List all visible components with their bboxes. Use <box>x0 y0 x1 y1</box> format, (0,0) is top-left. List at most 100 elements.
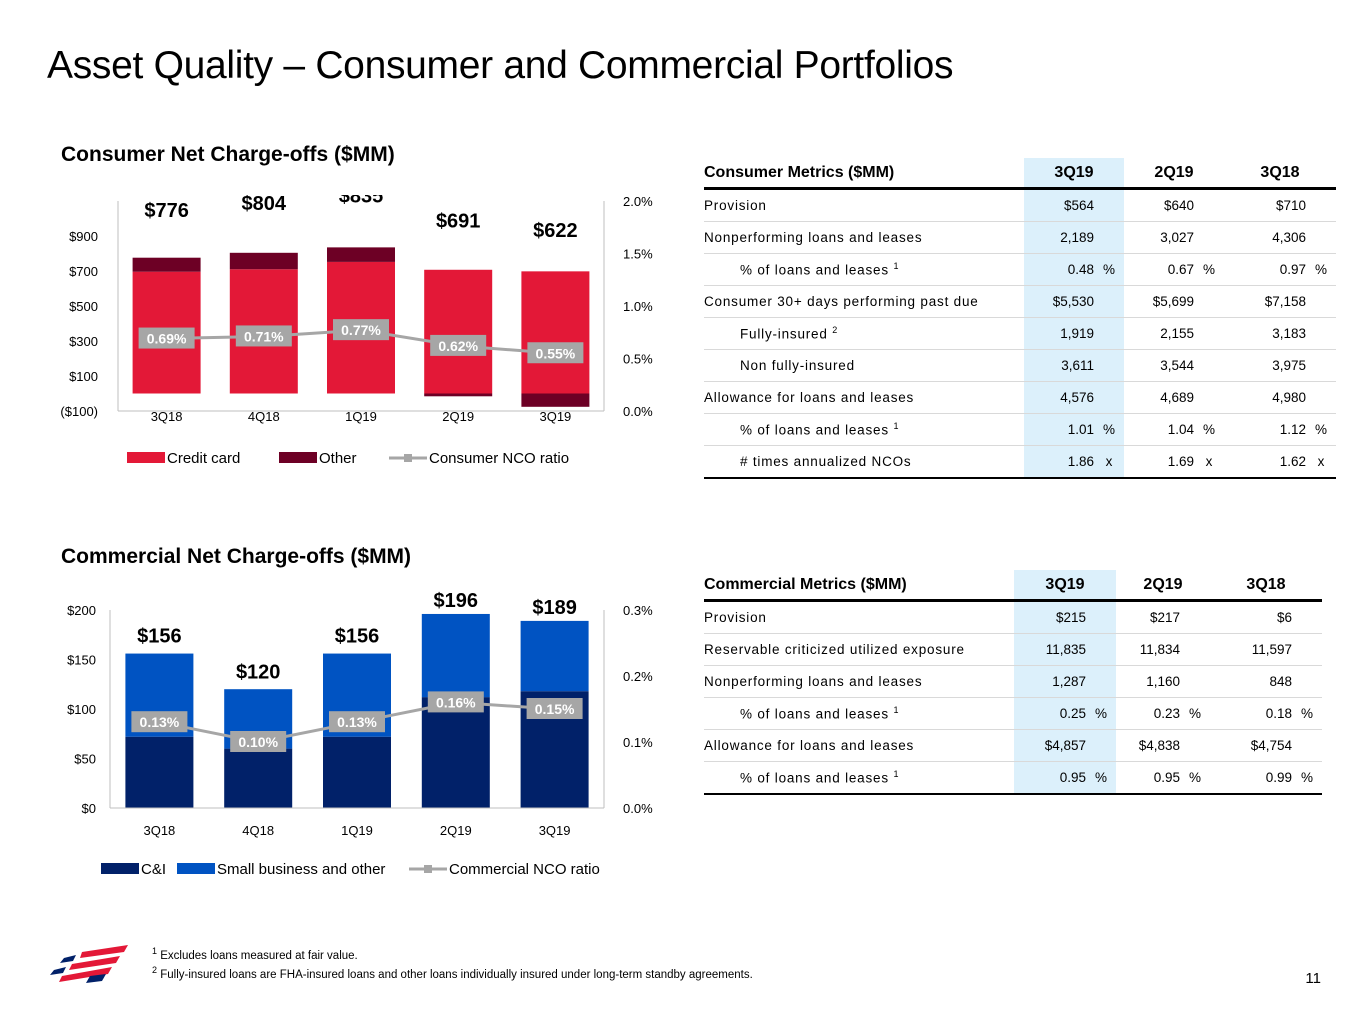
commercial-total-label: $156 <box>137 626 182 648</box>
commercial-bar-c-i-1q19 <box>323 736 391 808</box>
commercial-legend-label: Small business and other <box>217 861 385 878</box>
commercial-table-cell-unit <box>1292 729 1322 762</box>
commercial-table-row: Nonperforming loans and leases 1,287 1,160… <box>704 665 1322 698</box>
commercial-table-row: Reservable criticized utilized exposure 1… <box>704 633 1322 666</box>
consumer-table-row: # times annualized NCOs 1.86 x 1.69 x 1.62 x <box>704 445 1336 479</box>
consumer-table-cell: 3,027 <box>1124 221 1194 254</box>
consumer-table-cell-unit <box>1306 381 1336 414</box>
commercial-x-tick-label: 2Q19 <box>440 823 472 838</box>
consumer-table-cell-unit <box>1094 381 1124 414</box>
commercial-ratio-label-box <box>526 698 583 719</box>
consumer-table-cell: 4,306 <box>1224 221 1306 254</box>
consumer-table-row-label: Consumer 30+ days performing past due <box>704 285 1024 318</box>
consumer-table-cell-unit: x <box>1306 445 1336 479</box>
commercial-y-right-tick: 0.1% <box>623 735 653 750</box>
commercial-ratio-label-box <box>427 691 484 713</box>
consumer-table-cell: 1.62 <box>1224 445 1306 479</box>
consumer-table-cell: 1.69 <box>1124 445 1194 479</box>
commercial-table-cell: 11,834 <box>1116 633 1180 666</box>
consumer-bar-other-4q18 <box>229 252 298 270</box>
consumer-table-row: Fully-insured 2 1,919 2,155 3,183 <box>704 317 1336 350</box>
consumer-ratio-label-box <box>333 319 389 341</box>
commercial-table-row-label: Provision <box>704 600 1014 634</box>
commercial-metrics-table: Commercial Metrics ($MM) 3Q19 2Q19 3Q18 Pro… <box>704 570 1322 795</box>
commercial-ratio-label-box <box>230 731 287 752</box>
commercial-total-label: $120 <box>236 661 281 683</box>
consumer-y-right-tick: 0.5% <box>623 352 653 367</box>
consumer-table-cell: 0.67 <box>1124 253 1194 286</box>
consumer-table-row-label: % of loans and leases 1 <box>704 253 1024 286</box>
commercial-total-label: $196 <box>434 590 479 612</box>
consumer-legend-label: Consumer NCO ratio <box>429 450 569 467</box>
commercial-bar-small-business-and-other-2q19 <box>421 613 490 698</box>
commercial-table-row-label: Reservable criticized utilized exposure <box>704 633 1014 666</box>
consumer-x-tick-label: 3Q19 <box>539 409 571 424</box>
consumer-table-cell-unit <box>1194 349 1224 382</box>
consumer-ratio-label: 0.62% <box>438 338 478 354</box>
commercial-table-cell-unit <box>1180 665 1210 698</box>
consumer-table-cell: $5,699 <box>1124 285 1194 318</box>
commercial-table-cell-unit <box>1086 600 1116 634</box>
commercial-table-cell: 11,835 <box>1014 633 1086 666</box>
consumer-table-row: Allowance for loans and leases 4,576 4,689… <box>704 381 1336 414</box>
consumer-table-row-label: # times annualized NCOs <box>704 445 1024 479</box>
commercial-nco-chart: $0 $50 $100 $150 $200 0.0% 0.1% 0.2% 0.3% $156 $12… <box>67 590 653 878</box>
consumer-table-cell-unit: % <box>1306 413 1336 446</box>
commercial-ratio-label: 0.13% <box>337 714 377 730</box>
consumer-y-left-tick: $900 <box>69 229 98 244</box>
consumer-table-cell-unit <box>1194 188 1224 222</box>
consumer-table-row-label: Non fully-insured <box>704 349 1024 382</box>
consumer-table-cell: 3,611 <box>1024 349 1094 382</box>
consumer-table-cell: $7,158 <box>1224 285 1306 318</box>
consumer-bar-other-3q19 <box>521 393 590 407</box>
consumer-table-row-label: Fully-insured 2 <box>704 317 1024 350</box>
commercial-table-cell-unit <box>1086 633 1116 666</box>
commercial-table-cell-unit <box>1086 665 1116 698</box>
commercial-table-cell-unit <box>1086 729 1116 762</box>
consumer-legend-label: Credit card <box>167 450 240 467</box>
consumer-table-cell-unit: x <box>1094 445 1124 479</box>
commercial-y-left-tick: $100 <box>67 702 96 717</box>
consumer-table-cell-unit: % <box>1194 413 1224 446</box>
consumer-y-left-tick: $700 <box>69 264 98 279</box>
commercial-y-left-tick: $150 <box>67 653 96 668</box>
consumer-ratio-label: 0.55% <box>536 345 576 361</box>
commercial-bar-small-business-and-other-3q19 <box>520 620 589 692</box>
consumer-table-cell-unit <box>1094 349 1124 382</box>
commercial-bar-c-i-2q19 <box>421 697 490 808</box>
commercial-table-row-label: Nonperforming loans and leases <box>704 665 1014 698</box>
consumer-table-cell: 0.97 <box>1224 253 1306 286</box>
commercial-table-cell-unit: % <box>1292 697 1322 730</box>
consumer-legend-swatch <box>279 452 317 463</box>
consumer-table-cell-unit: % <box>1094 253 1124 286</box>
commercial-table-header-col: 2Q19 <box>1116 570 1210 602</box>
commercial-y-left-tick: $0 <box>82 801 96 816</box>
consumer-x-tick-label: 1Q19 <box>345 409 377 424</box>
commercial-chart-title: Commercial Net Charge-offs ($MM) <box>61 545 412 568</box>
commercial-table-cell-unit: % <box>1086 697 1116 730</box>
consumer-table-cell: $5,530 <box>1024 285 1094 318</box>
consumer-bar-other-1q19 <box>327 247 395 262</box>
consumer-table-row-label: Provision <box>704 188 1024 222</box>
commercial-legend-swatch <box>101 863 139 874</box>
consumer-table-cell: 0.48 <box>1024 253 1094 286</box>
commercial-table-cell: $215 <box>1014 600 1086 634</box>
commercial-table-cell: 848 <box>1210 665 1292 698</box>
commercial-table-cell: 0.95 <box>1014 761 1086 795</box>
commercial-table-cell: 11,597 <box>1210 633 1292 666</box>
consumer-ratio-label: 0.77% <box>341 322 381 338</box>
consumer-total-label: $804 <box>242 195 287 215</box>
commercial-y-left-tick: $50 <box>74 752 96 767</box>
commercial-legend-swatch <box>177 863 215 874</box>
commercial-table-cell: 0.18 <box>1210 697 1292 730</box>
consumer-nco-chart: ($100) $100 $300 $500 $700 $900 0.0% 0.5% 1.0% 1.… <box>60 195 653 467</box>
commercial-table-row-label: Allowance for loans and leases <box>704 729 1014 762</box>
consumer-table-row: Nonperforming loans and leases 2,189 3,027… <box>704 221 1336 254</box>
consumer-table-cell: 4,576 <box>1024 381 1094 414</box>
commercial-x-tick-label: 1Q19 <box>341 823 373 838</box>
consumer-table-cell-unit <box>1094 317 1124 350</box>
consumer-table-cell: 3,183 <box>1224 317 1306 350</box>
consumer-table-cell-unit <box>1194 317 1224 350</box>
consumer-table-cell-unit <box>1306 317 1336 350</box>
consumer-y-right-tick: 1.0% <box>623 299 653 314</box>
